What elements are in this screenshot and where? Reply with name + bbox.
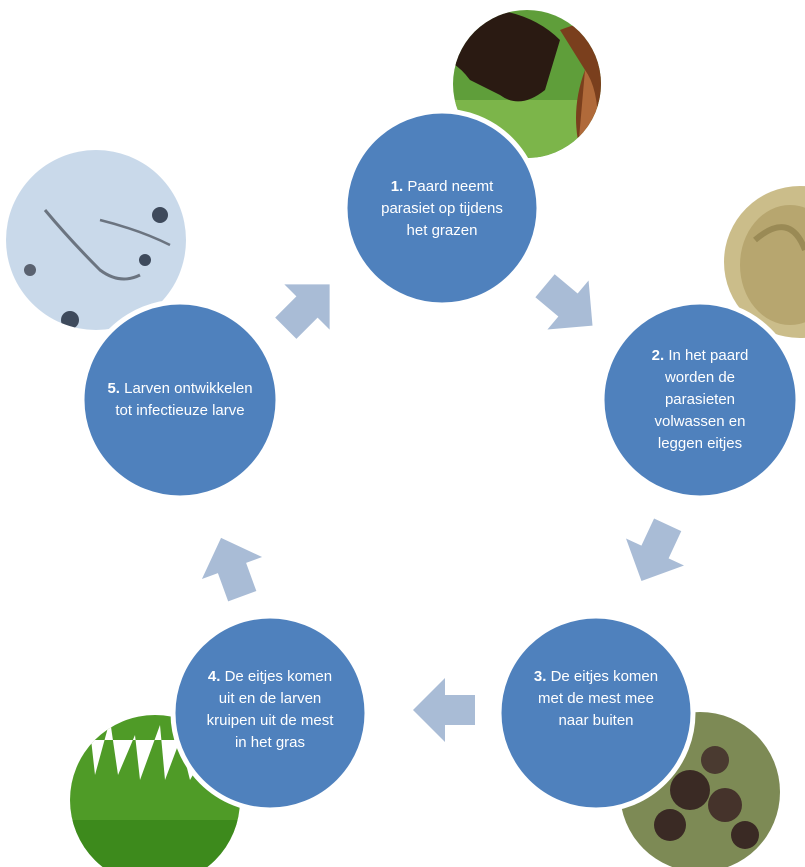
- node-text: In het paard worden de parasieten volwas…: [655, 347, 749, 452]
- node-label: 3. De eitjes komen met de mest mee naar …: [534, 666, 659, 732]
- arrow: [413, 678, 475, 742]
- node-text: Larven ontwikkelen tot infectieuze larve: [115, 380, 252, 419]
- node-number: 4.: [208, 668, 221, 685]
- arrow: [612, 511, 696, 594]
- node-label: 2. In het paard worden de parasieten vol…: [636, 345, 764, 455]
- arrow: [524, 261, 613, 350]
- node-number: 1.: [391, 178, 404, 195]
- cycle-diagram: 1. Paard neemt parasiet op tijdens het g…: [0, 0, 805, 867]
- arrow: [263, 262, 352, 351]
- node-text: De eitjes komen uit en de larven kruipen…: [207, 668, 334, 751]
- node-number: 5.: [107, 380, 120, 397]
- node-label: 1. Paard neemt parasiet op tijdens het g…: [377, 176, 507, 242]
- node-number: 3.: [534, 668, 547, 685]
- node-label: 4. De eitjes komen uit en de larven krui…: [201, 666, 339, 754]
- node-label: 5. Larven ontwikkelen tot infectieuze la…: [105, 378, 255, 422]
- node-number: 2.: [652, 347, 665, 364]
- node-text: De eitjes komen met de mest mee naar bui…: [538, 668, 658, 729]
- arrow: [191, 527, 272, 607]
